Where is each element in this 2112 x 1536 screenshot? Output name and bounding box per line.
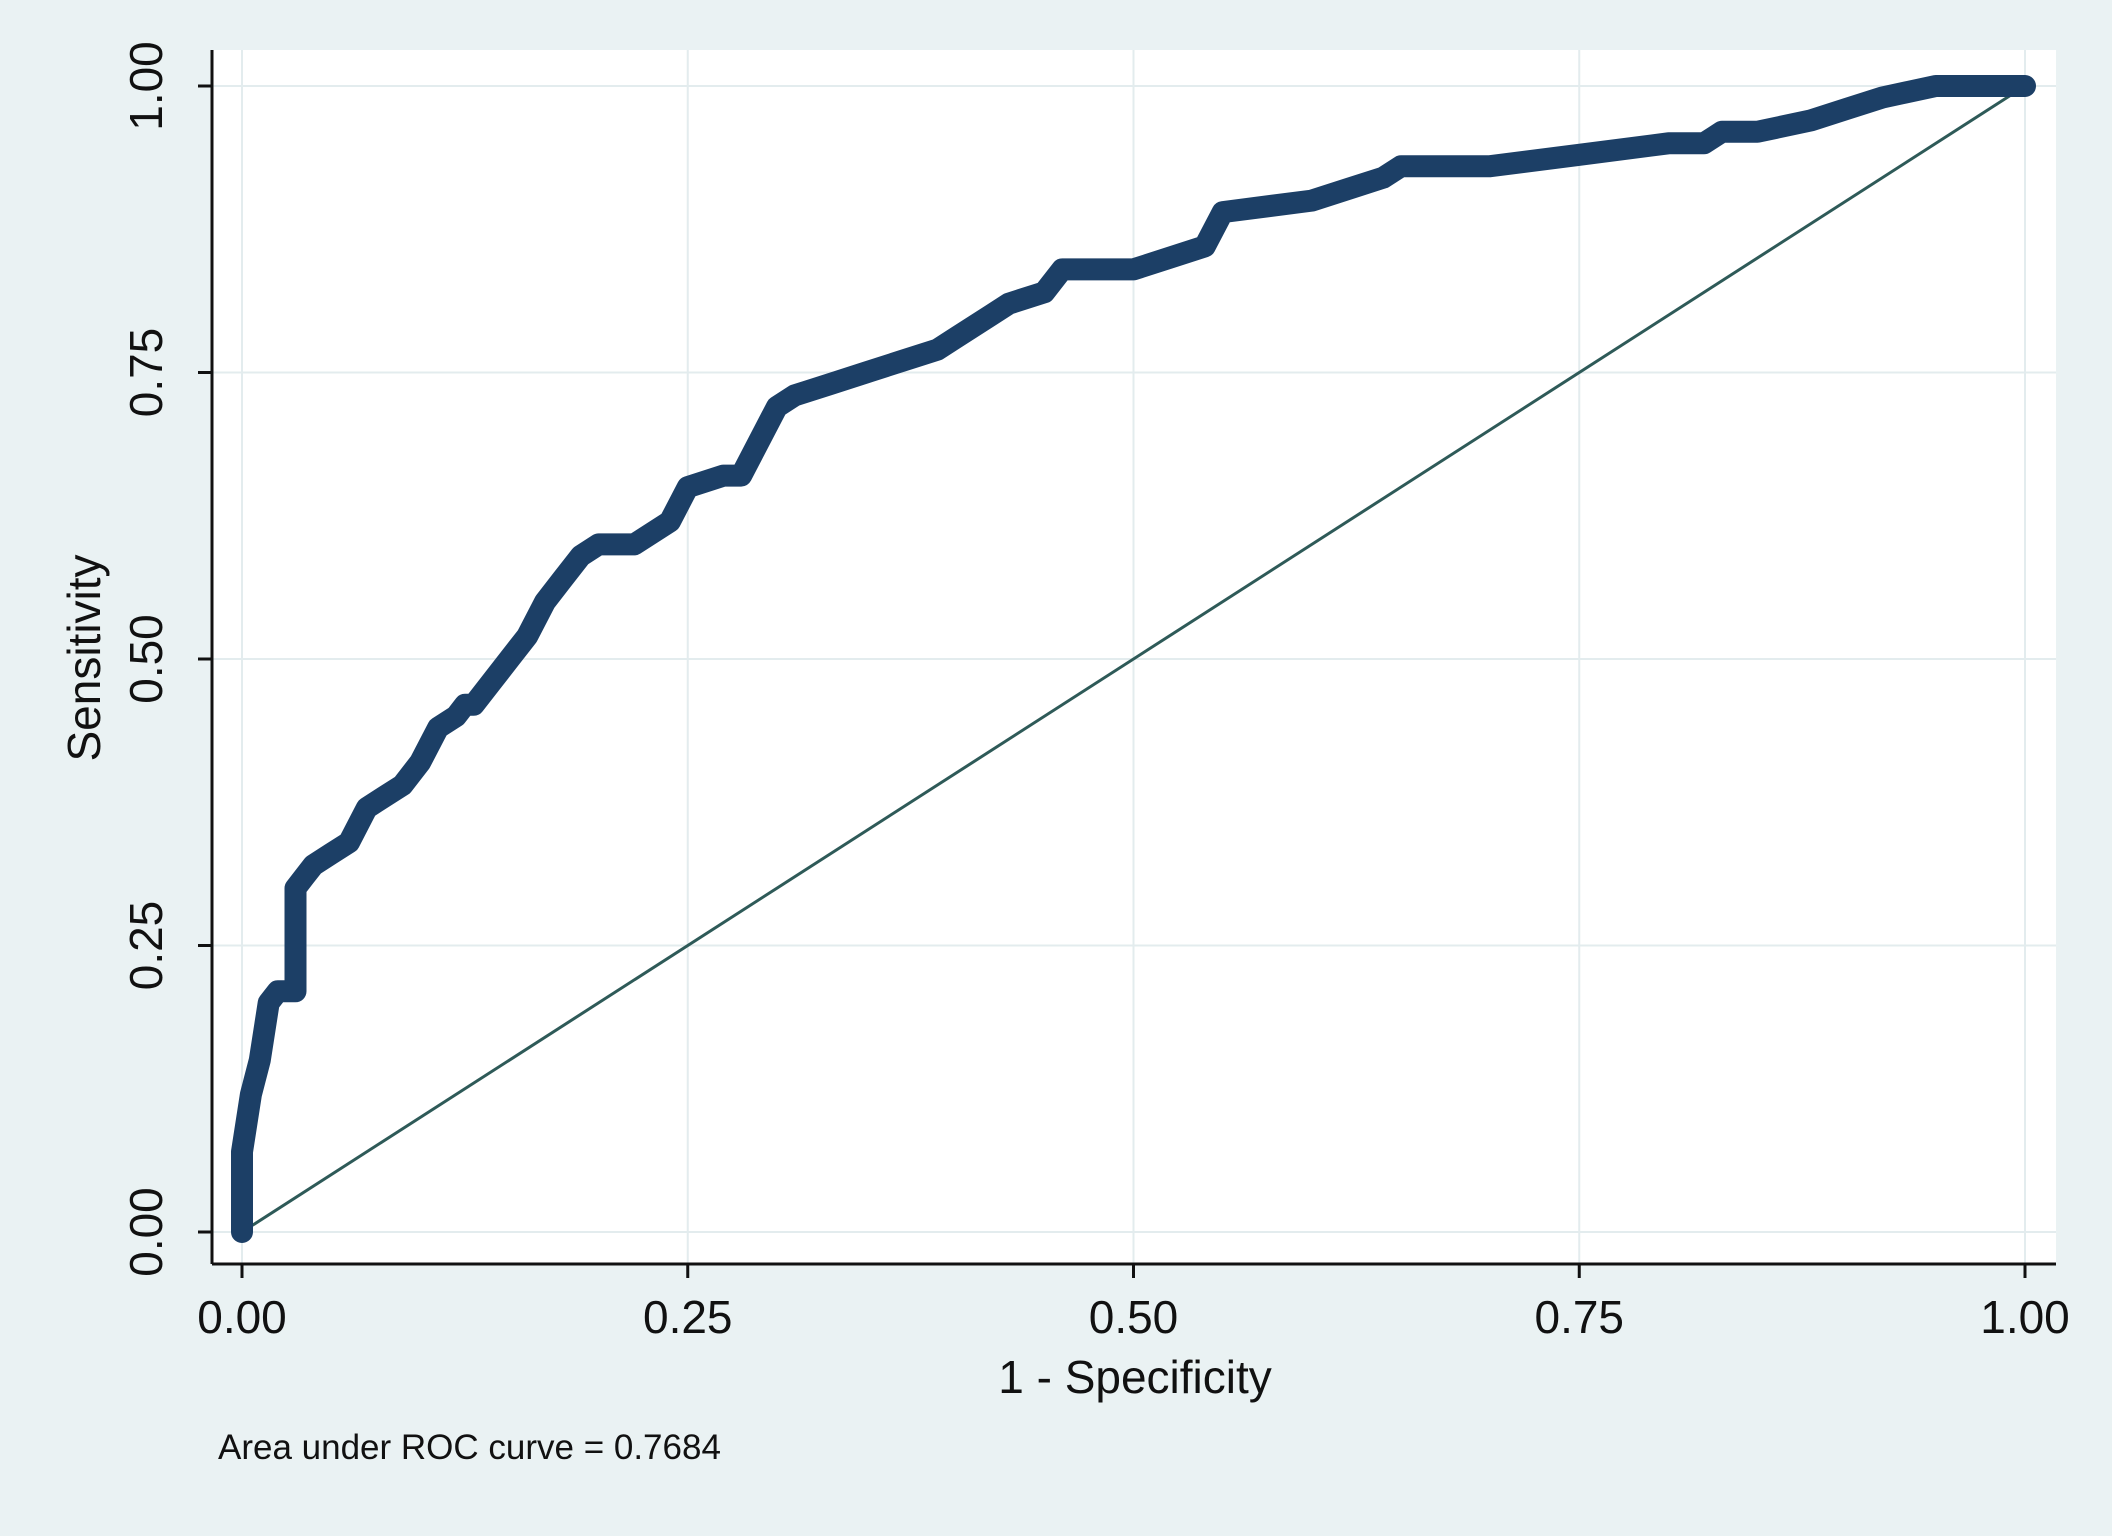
- reference-line: [241, 84, 2026, 1234]
- y-axis-title: Sensitivity: [58, 554, 110, 761]
- y-tick-label: 1.00: [120, 41, 172, 131]
- auc-note: Area under ROC curve = 0.7684: [218, 1428, 721, 1467]
- y-tick-label: 0.75: [120, 328, 172, 418]
- x-tick-label: 0.25: [643, 1291, 733, 1343]
- y-tick-label: 0.00: [120, 1187, 172, 1277]
- roc-curve: [231, 75, 2036, 1243]
- x-tick-label: 0.75: [1534, 1291, 1624, 1343]
- x-tick-label: 0.00: [197, 1291, 287, 1343]
- series-layer: [231, 75, 2036, 1243]
- y-tick-label: 0.25: [120, 901, 172, 991]
- axis-ticks: 0.00 0.25 0.50 0.75 1.00 0.00 0.25 0.50 0.75 1.00: [120, 41, 2070, 1343]
- x-tick-label: 1.00: [1980, 1291, 2070, 1343]
- x-tick-label: 0.50: [1089, 1291, 1179, 1343]
- x-axis-title: 1 - Specificity: [998, 1351, 1272, 1403]
- y-tick-label: 0.50: [120, 614, 172, 704]
